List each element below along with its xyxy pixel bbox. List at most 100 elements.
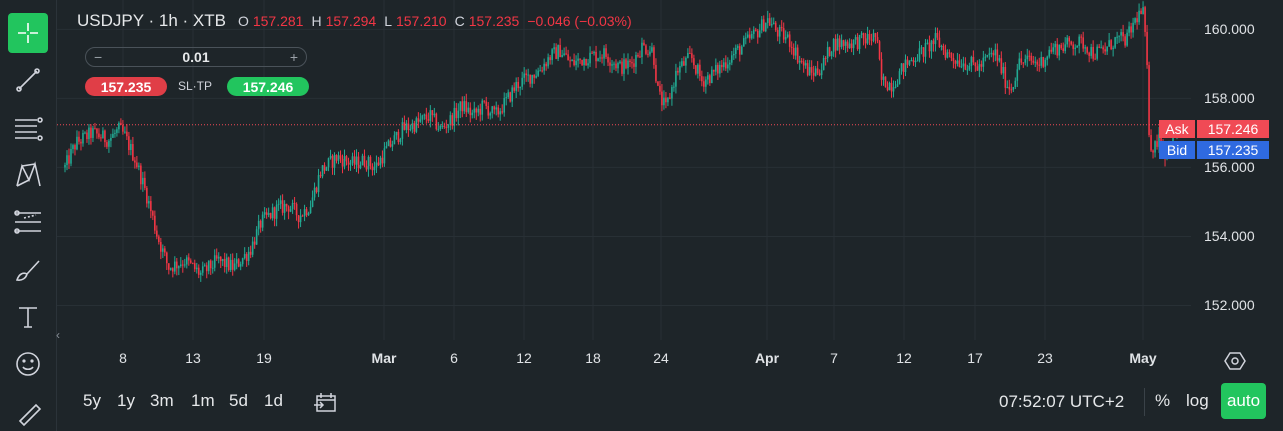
candle (1016, 63, 1019, 87)
candle (840, 34, 843, 50)
candle (583, 57, 585, 71)
candle (1014, 77, 1017, 90)
candle (491, 105, 494, 119)
candle (673, 82, 675, 92)
candle (790, 41, 793, 55)
candle (225, 253, 228, 274)
range-1d-button[interactable]: 1d (264, 391, 283, 410)
candle (154, 210, 156, 234)
buy-button[interactable]: 157.246 (227, 77, 309, 96)
candle (860, 31, 863, 39)
candle (1130, 22, 1132, 39)
price-axis[interactable]: 160.000 158.000 156.000 154.000 152.000 (1191, 0, 1283, 340)
candle (1094, 53, 1096, 60)
candle (772, 17, 775, 25)
sell-button[interactable]: 157.235 (85, 77, 167, 96)
candle (1156, 134, 1158, 150)
candle (471, 109, 474, 119)
candle (1124, 34, 1126, 48)
candle (1082, 31, 1084, 52)
candle (148, 195, 150, 209)
auto-scale-toggle[interactable]: auto (1221, 383, 1266, 419)
emoji-icon[interactable] (8, 344, 48, 384)
log-scale-toggle[interactable]: log (1186, 391, 1209, 410)
candle (952, 53, 955, 69)
candle (974, 62, 977, 72)
range-5d-button[interactable]: 5d (229, 391, 248, 410)
candle (1026, 48, 1029, 67)
candle (978, 59, 981, 78)
symbol-title[interactable]: USDJPY · 1h · XTB (77, 11, 226, 30)
candle (275, 200, 278, 227)
sl-tp-label[interactable]: SL·TP (178, 79, 213, 93)
candle (179, 257, 182, 268)
ruler-icon[interactable] (8, 398, 48, 428)
candle (213, 249, 216, 272)
candle (944, 44, 947, 61)
range-1y-button[interactable]: 1y (117, 391, 135, 410)
candle (211, 260, 214, 274)
candle (501, 104, 504, 115)
candle (1128, 21, 1130, 37)
candle (854, 34, 857, 45)
candle (916, 54, 919, 62)
candle (970, 55, 973, 73)
candle (866, 26, 869, 45)
fib-lines-icon[interactable] (8, 108, 48, 148)
candle (499, 108, 502, 121)
candle (463, 96, 466, 114)
percent-scale-toggle[interactable]: % (1155, 391, 1171, 410)
text-icon[interactable] (8, 297, 48, 337)
candle (519, 86, 521, 96)
collapse-toolbar-icon[interactable]: ‹ (56, 328, 60, 342)
clock-timezone[interactable]: 07:52:07 UTC+2 (999, 392, 1125, 411)
candle (221, 258, 224, 267)
range-5y-button[interactable]: 5y (83, 391, 101, 410)
candle (762, 15, 765, 32)
decrease-quantity-button[interactable]: − (94, 49, 103, 65)
candle (816, 61, 819, 76)
candle (345, 155, 348, 166)
candle (641, 37, 643, 65)
candle (168, 263, 170, 275)
candle (1002, 62, 1005, 79)
range-3m-button[interactable]: 3m (150, 391, 174, 410)
candle (780, 20, 783, 32)
candle (259, 219, 262, 233)
increase-quantity-button[interactable]: + (289, 49, 298, 65)
candle (685, 56, 687, 73)
candle (509, 91, 512, 103)
candle (770, 17, 773, 28)
candle (158, 234, 160, 245)
brush-icon[interactable] (8, 250, 48, 290)
candle (731, 50, 733, 66)
prediction-icon[interactable] (8, 202, 48, 242)
quantity-value[interactable]: 0.01 (182, 49, 210, 65)
trend-line-icon[interactable] (8, 60, 48, 100)
candle (1074, 44, 1076, 56)
time-axis[interactable]: 8 13 19 Mar 6 12 18 24 Apr 7 12 17 23 May (57, 340, 1191, 376)
candle (547, 53, 549, 69)
range-1m-button[interactable]: 1m (191, 391, 215, 410)
candle (669, 92, 671, 100)
chart-settings-icon[interactable] (1224, 350, 1246, 377)
candle (920, 45, 923, 55)
candle (132, 136, 134, 162)
candle (1064, 37, 1067, 54)
candle (856, 33, 859, 51)
goto-date-icon[interactable] (312, 388, 338, 419)
candle (379, 155, 382, 169)
candle (291, 199, 294, 214)
candle (693, 54, 695, 70)
crosshair-icon[interactable] (8, 13, 48, 53)
candle (301, 214, 304, 217)
pattern-icon[interactable] (8, 155, 48, 195)
candle (439, 124, 442, 131)
candle (100, 134, 102, 142)
open-value: 157.281 (252, 13, 304, 29)
candlestick-chart[interactable] (57, 0, 1191, 340)
candle (249, 245, 252, 259)
time-tick-label: 7 (830, 350, 838, 366)
bottom-bar: 5y 1y 3m 1m 5d 1d 07:52:07 UTC+2 % log a… (0, 380, 1283, 431)
chart-area[interactable] (57, 0, 1191, 340)
